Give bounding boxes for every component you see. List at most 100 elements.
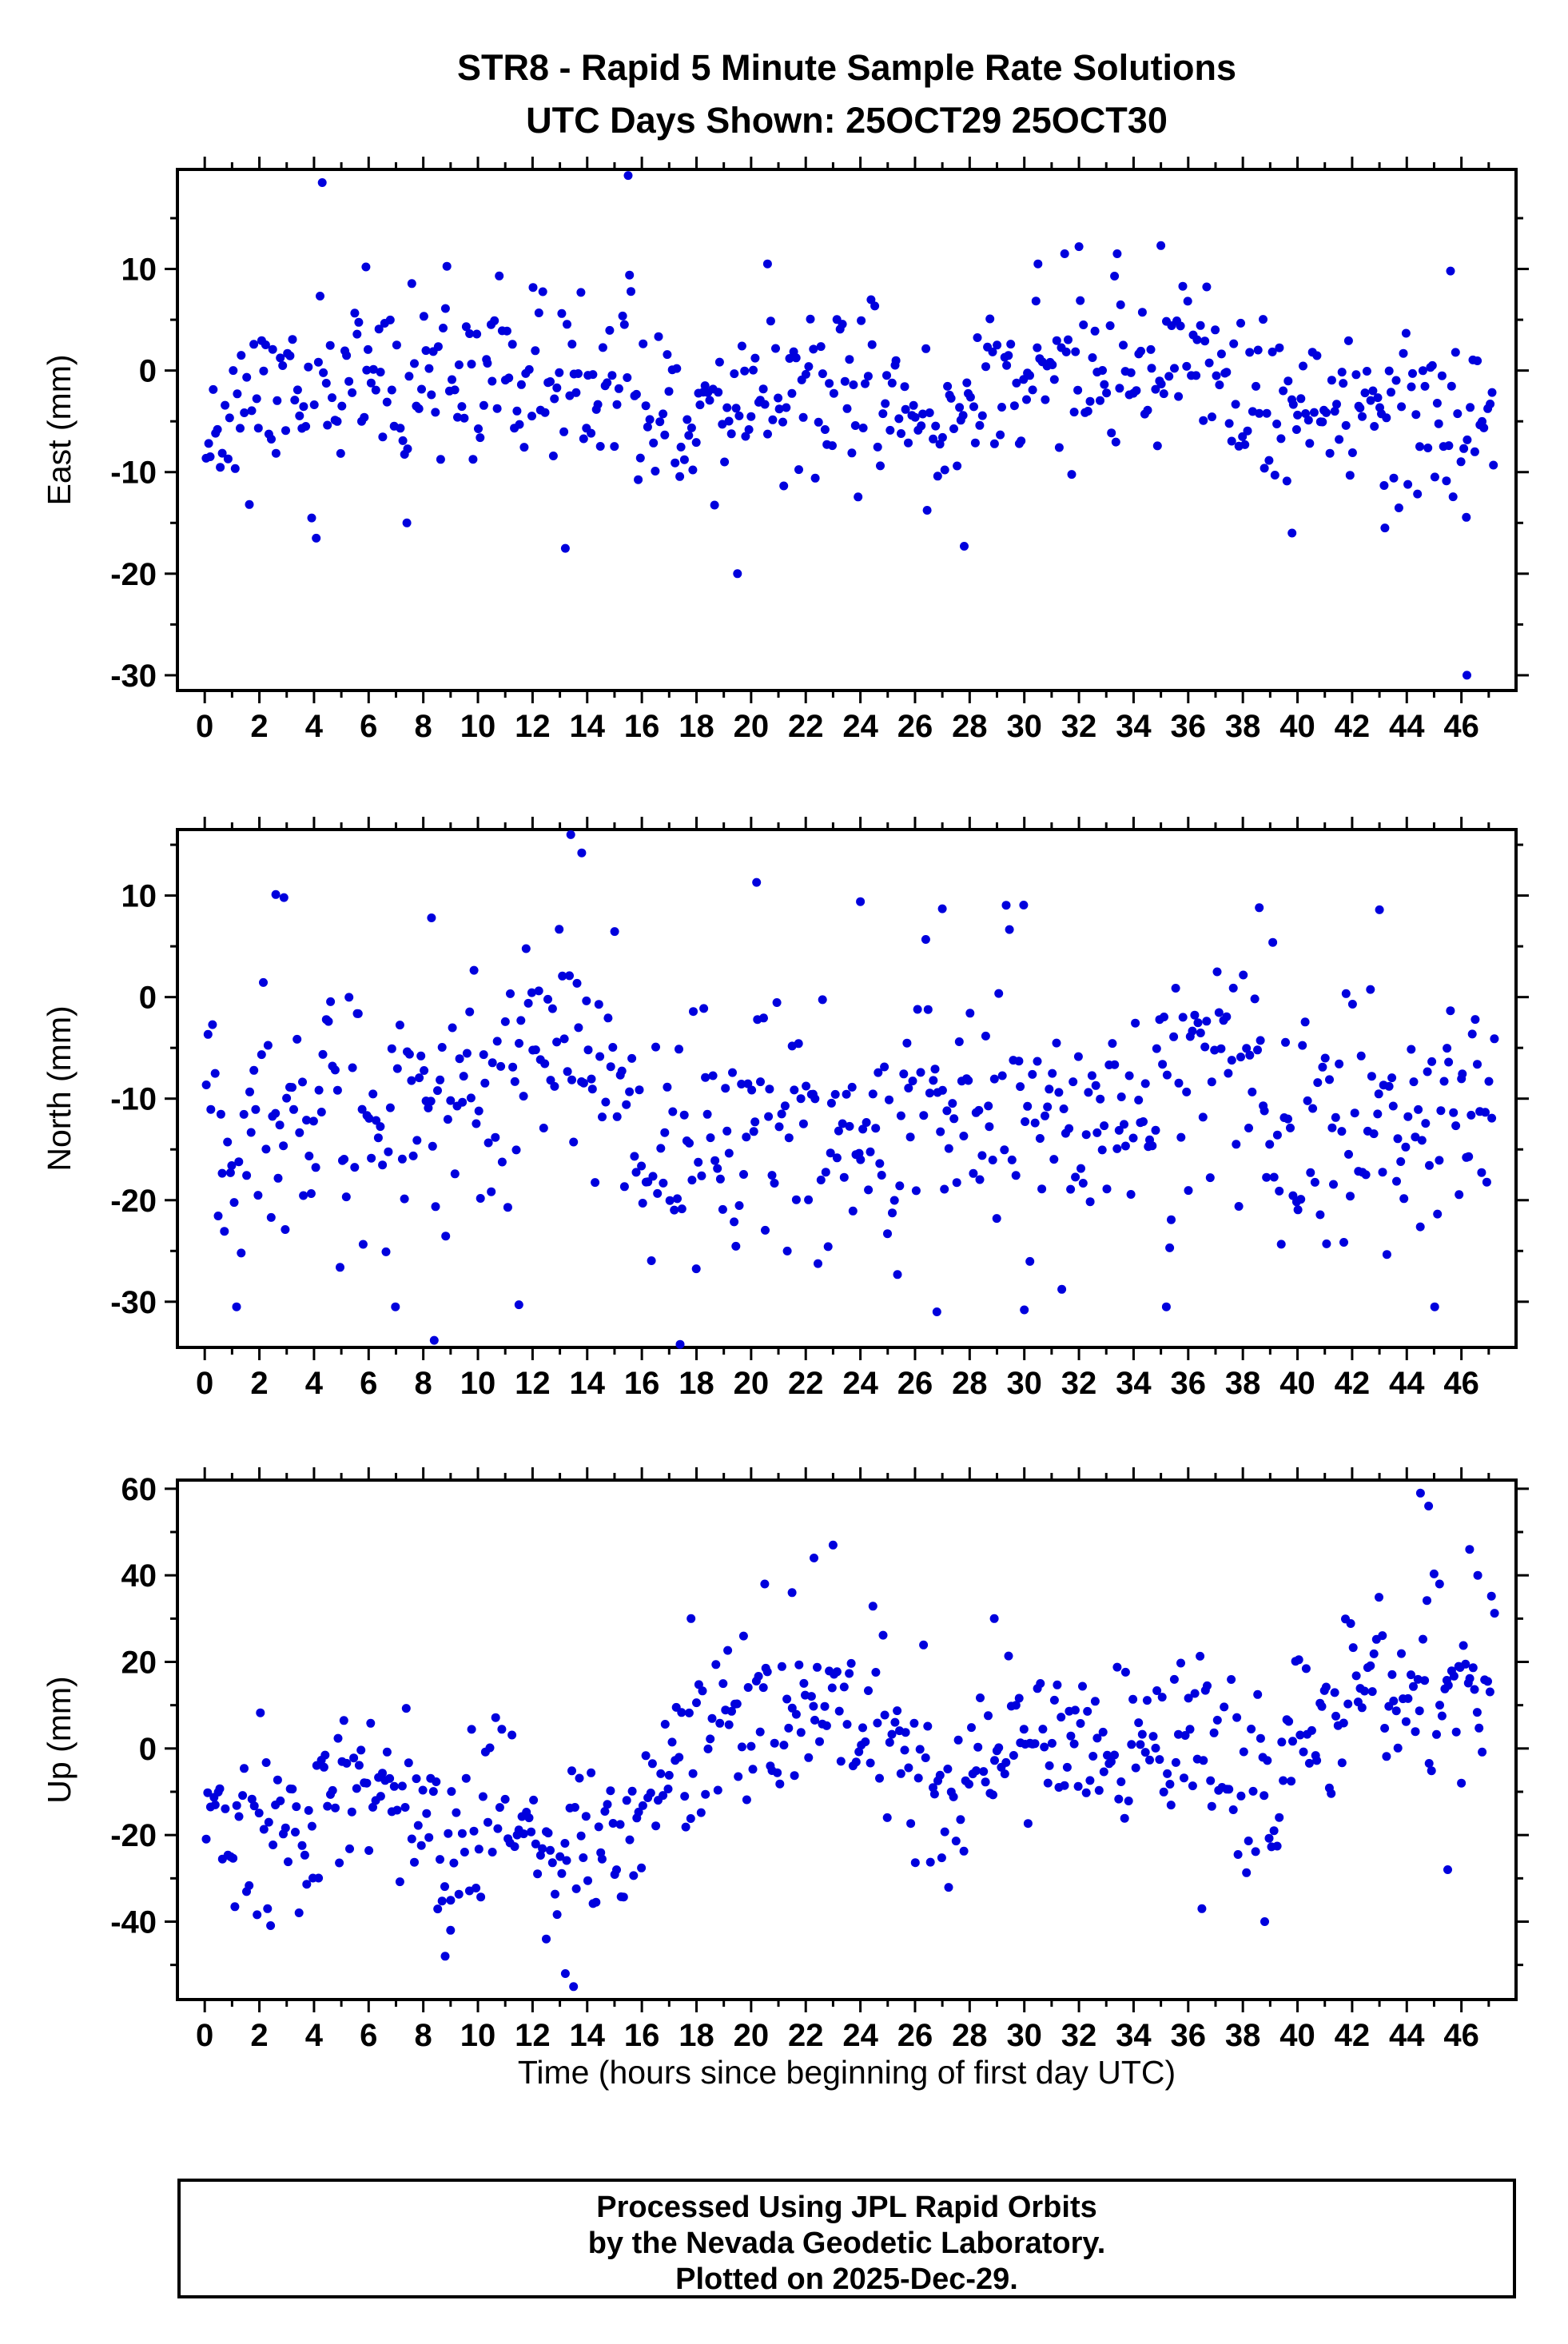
scatter-point: [431, 1202, 440, 1212]
scatter-point: [1399, 348, 1408, 358]
scatter-point: [1369, 1129, 1379, 1139]
scatter-point: [1281, 1037, 1290, 1047]
scatter-point-outlier: [569, 1982, 579, 1992]
scatter-point: [555, 925, 564, 934]
scatter-point: [292, 1802, 301, 1812]
y-tick-label: -20: [110, 557, 157, 592]
scatter-point: [1427, 1057, 1437, 1066]
scatter-point: [515, 1039, 523, 1048]
scatter-point: [1234, 1202, 1244, 1211]
scatter-point: [988, 1156, 997, 1164]
scatter-point-outlier: [402, 518, 412, 527]
scatter-point: [981, 362, 990, 372]
scatter-point: [502, 326, 511, 336]
scatter-point: [639, 339, 648, 348]
scatter-point: [614, 384, 623, 393]
scatter-point: [660, 1720, 670, 1729]
scatter-point: [328, 1785, 337, 1795]
scatter-point: [933, 472, 942, 481]
scatter-point: [901, 1728, 910, 1737]
scatter-point: [1359, 1686, 1369, 1696]
scatter-point: [1120, 1120, 1128, 1129]
scatter-point: [1301, 1664, 1311, 1673]
scatter-point: [845, 355, 854, 364]
scatter-point: [1059, 1104, 1069, 1113]
scatter-point: [1264, 456, 1274, 465]
scatter-point: [254, 1809, 264, 1818]
y-tick-label: 0: [139, 354, 157, 389]
x-tick-label: 22: [788, 2018, 824, 2053]
scatter-point: [1077, 1164, 1085, 1173]
scatter-point: [1348, 1643, 1358, 1653]
scatter-point: [414, 404, 424, 413]
scatter-point: [579, 434, 588, 444]
scatter-point: [861, 379, 870, 388]
scatter-point: [943, 381, 953, 391]
scatter-point: [1384, 366, 1394, 376]
scatter-point: [603, 378, 612, 388]
scatter-point: [539, 1124, 548, 1132]
scatter-point: [529, 1795, 539, 1805]
scatter-point: [750, 1117, 760, 1127]
scatter-point: [1184, 1693, 1193, 1703]
scatter-point: [1276, 434, 1286, 444]
scatter-point: [382, 1747, 392, 1757]
scatter-point: [767, 1171, 777, 1180]
scatter-point: [1255, 408, 1264, 418]
plot-frame: [176, 168, 1518, 692]
scatter-point: [896, 1111, 905, 1120]
scatter-point: [350, 1163, 360, 1172]
x-tick-label: 34: [1116, 1366, 1152, 1401]
scatter-point: [1070, 1705, 1080, 1715]
scatter-point: [1045, 1761, 1054, 1770]
scatter-point: [1090, 326, 1100, 336]
scatter-point: [1345, 471, 1355, 480]
scatter-point: [1296, 1195, 1306, 1204]
scatter-point: [698, 1686, 707, 1696]
scatter-point: [754, 1672, 763, 1681]
scatter-point: [1304, 1758, 1314, 1768]
scatter-point: [759, 1013, 768, 1023]
scatter-point: [275, 1120, 285, 1130]
scatter-point: [794, 1039, 803, 1049]
scatter-point: [1165, 1780, 1175, 1789]
scatter-point: [1401, 1142, 1411, 1152]
scatter-point-outlier: [1424, 1502, 1434, 1510]
scatter-point: [1423, 444, 1433, 452]
scatter-point: [1263, 1756, 1272, 1765]
scatter-point: [723, 1646, 733, 1655]
scatter-point: [790, 1085, 799, 1095]
scatter-point: [1188, 1781, 1197, 1791]
x-tick-label: 10: [460, 709, 496, 744]
scatter-point: [1325, 1075, 1334, 1084]
scatter-point: [774, 393, 783, 403]
scatter-point: [848, 1206, 858, 1216]
y-tick-label: -20: [110, 1184, 157, 1219]
scatter-point: [1411, 1132, 1420, 1142]
scatter-point: [1288, 400, 1298, 409]
scatter-point: [641, 1751, 651, 1761]
scatter-point: [480, 1078, 490, 1088]
scatter-point: [706, 1734, 715, 1744]
scatter-point: [1299, 1747, 1308, 1757]
scatter-point: [1262, 1172, 1272, 1182]
scatter-point: [472, 1119, 481, 1128]
scatter-point-outlier: [1074, 242, 1084, 252]
scatter-point: [461, 1773, 471, 1783]
scatter-point: [484, 1817, 492, 1827]
scatter-point: [956, 1815, 965, 1825]
scatter-point: [695, 400, 705, 410]
scatter-point: [739, 1170, 748, 1179]
scatter-point: [1330, 1688, 1339, 1697]
x-tick-label: 46: [1443, 709, 1479, 744]
scatter-point: [748, 1765, 758, 1774]
scatter-point: [436, 455, 445, 464]
x-tick-label: 16: [624, 2018, 660, 2053]
scatter-point: [1393, 1134, 1403, 1144]
scatter-point: [1392, 1176, 1401, 1186]
scatter-point: [946, 393, 956, 403]
scatter-point: [664, 387, 674, 396]
scatter-point: [1102, 388, 1112, 398]
scatter-point-outlier: [787, 1588, 797, 1598]
scatter-point: [1158, 1060, 1168, 1069]
